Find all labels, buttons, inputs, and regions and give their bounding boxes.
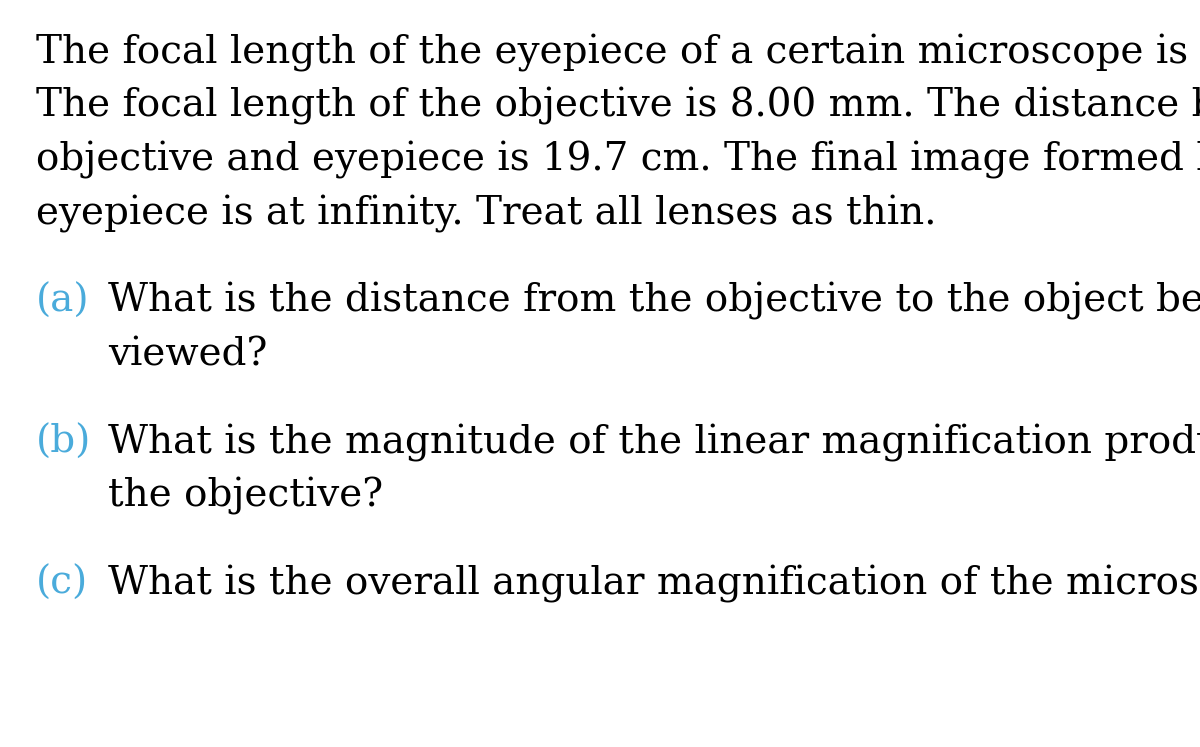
Text: eyepiece is at infinity. Treat all lenses as thin.: eyepiece is at infinity. Treat all lense… — [36, 195, 936, 233]
Text: (c): (c) — [36, 565, 89, 602]
Text: What is the distance from the objective to the object being: What is the distance from the objective … — [108, 282, 1200, 320]
Text: The focal length of the objective is 8.00 mm. The distance between: The focal length of the objective is 8.0… — [36, 87, 1200, 125]
Text: objective and eyepiece is 19.7 cm. The final image formed by the: objective and eyepiece is 19.7 cm. The f… — [36, 141, 1200, 179]
Text: (b): (b) — [36, 424, 91, 461]
Text: (a): (a) — [36, 282, 90, 320]
Text: the objective?: the objective? — [108, 477, 383, 515]
Text: What is the overall angular magnification of the microscope?: What is the overall angular magnificatio… — [108, 565, 1200, 603]
Text: viewed?: viewed? — [108, 336, 268, 374]
Text: The focal length of the eyepiece of a certain microscope is 18.0 mm.: The focal length of the eyepiece of a ce… — [36, 34, 1200, 72]
Text: What is the magnitude of the linear magnification produced by: What is the magnitude of the linear magn… — [108, 424, 1200, 462]
